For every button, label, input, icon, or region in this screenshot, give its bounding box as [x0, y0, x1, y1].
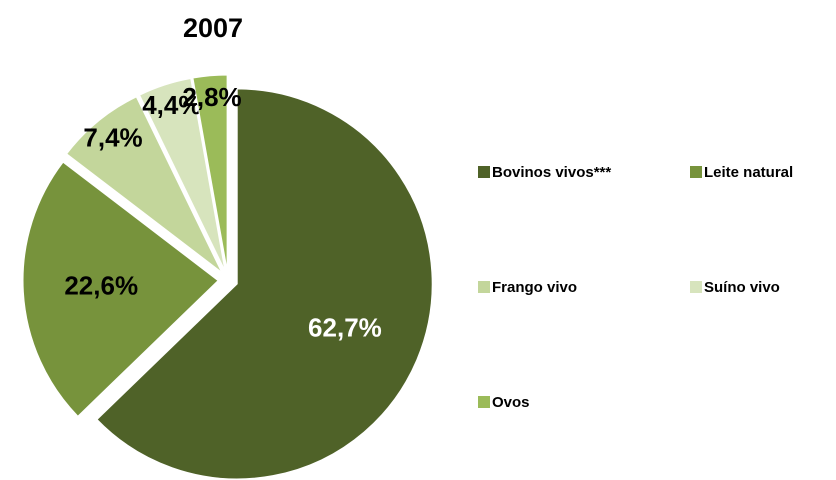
data-label: 2,8%	[182, 82, 241, 112]
pie-slice	[192, 74, 228, 271]
data-label: 4,4%	[142, 90, 201, 120]
data-label: 62,7%	[308, 312, 382, 342]
legend-swatch	[478, 166, 490, 178]
pie-slice	[96, 88, 433, 480]
legend-swatch	[690, 281, 702, 293]
pie-slice	[66, 96, 223, 273]
legend-label: Bovinos vivos***	[492, 164, 611, 181]
legend-label: Suíno vivo	[704, 279, 780, 296]
data-label: 22,6%	[64, 270, 138, 300]
pie-slice	[22, 161, 219, 417]
legend-label: Frango vivo	[492, 279, 577, 296]
legend-label: Ovos	[492, 394, 530, 411]
chart-title: 2007	[183, 13, 243, 43]
data-label: 7,4%	[83, 122, 142, 152]
legend-swatch	[478, 396, 490, 408]
legend-swatch	[690, 166, 702, 178]
pie-slice	[138, 77, 226, 271]
legend-swatch	[478, 281, 490, 293]
legend-label: Leite natural	[704, 164, 793, 181]
